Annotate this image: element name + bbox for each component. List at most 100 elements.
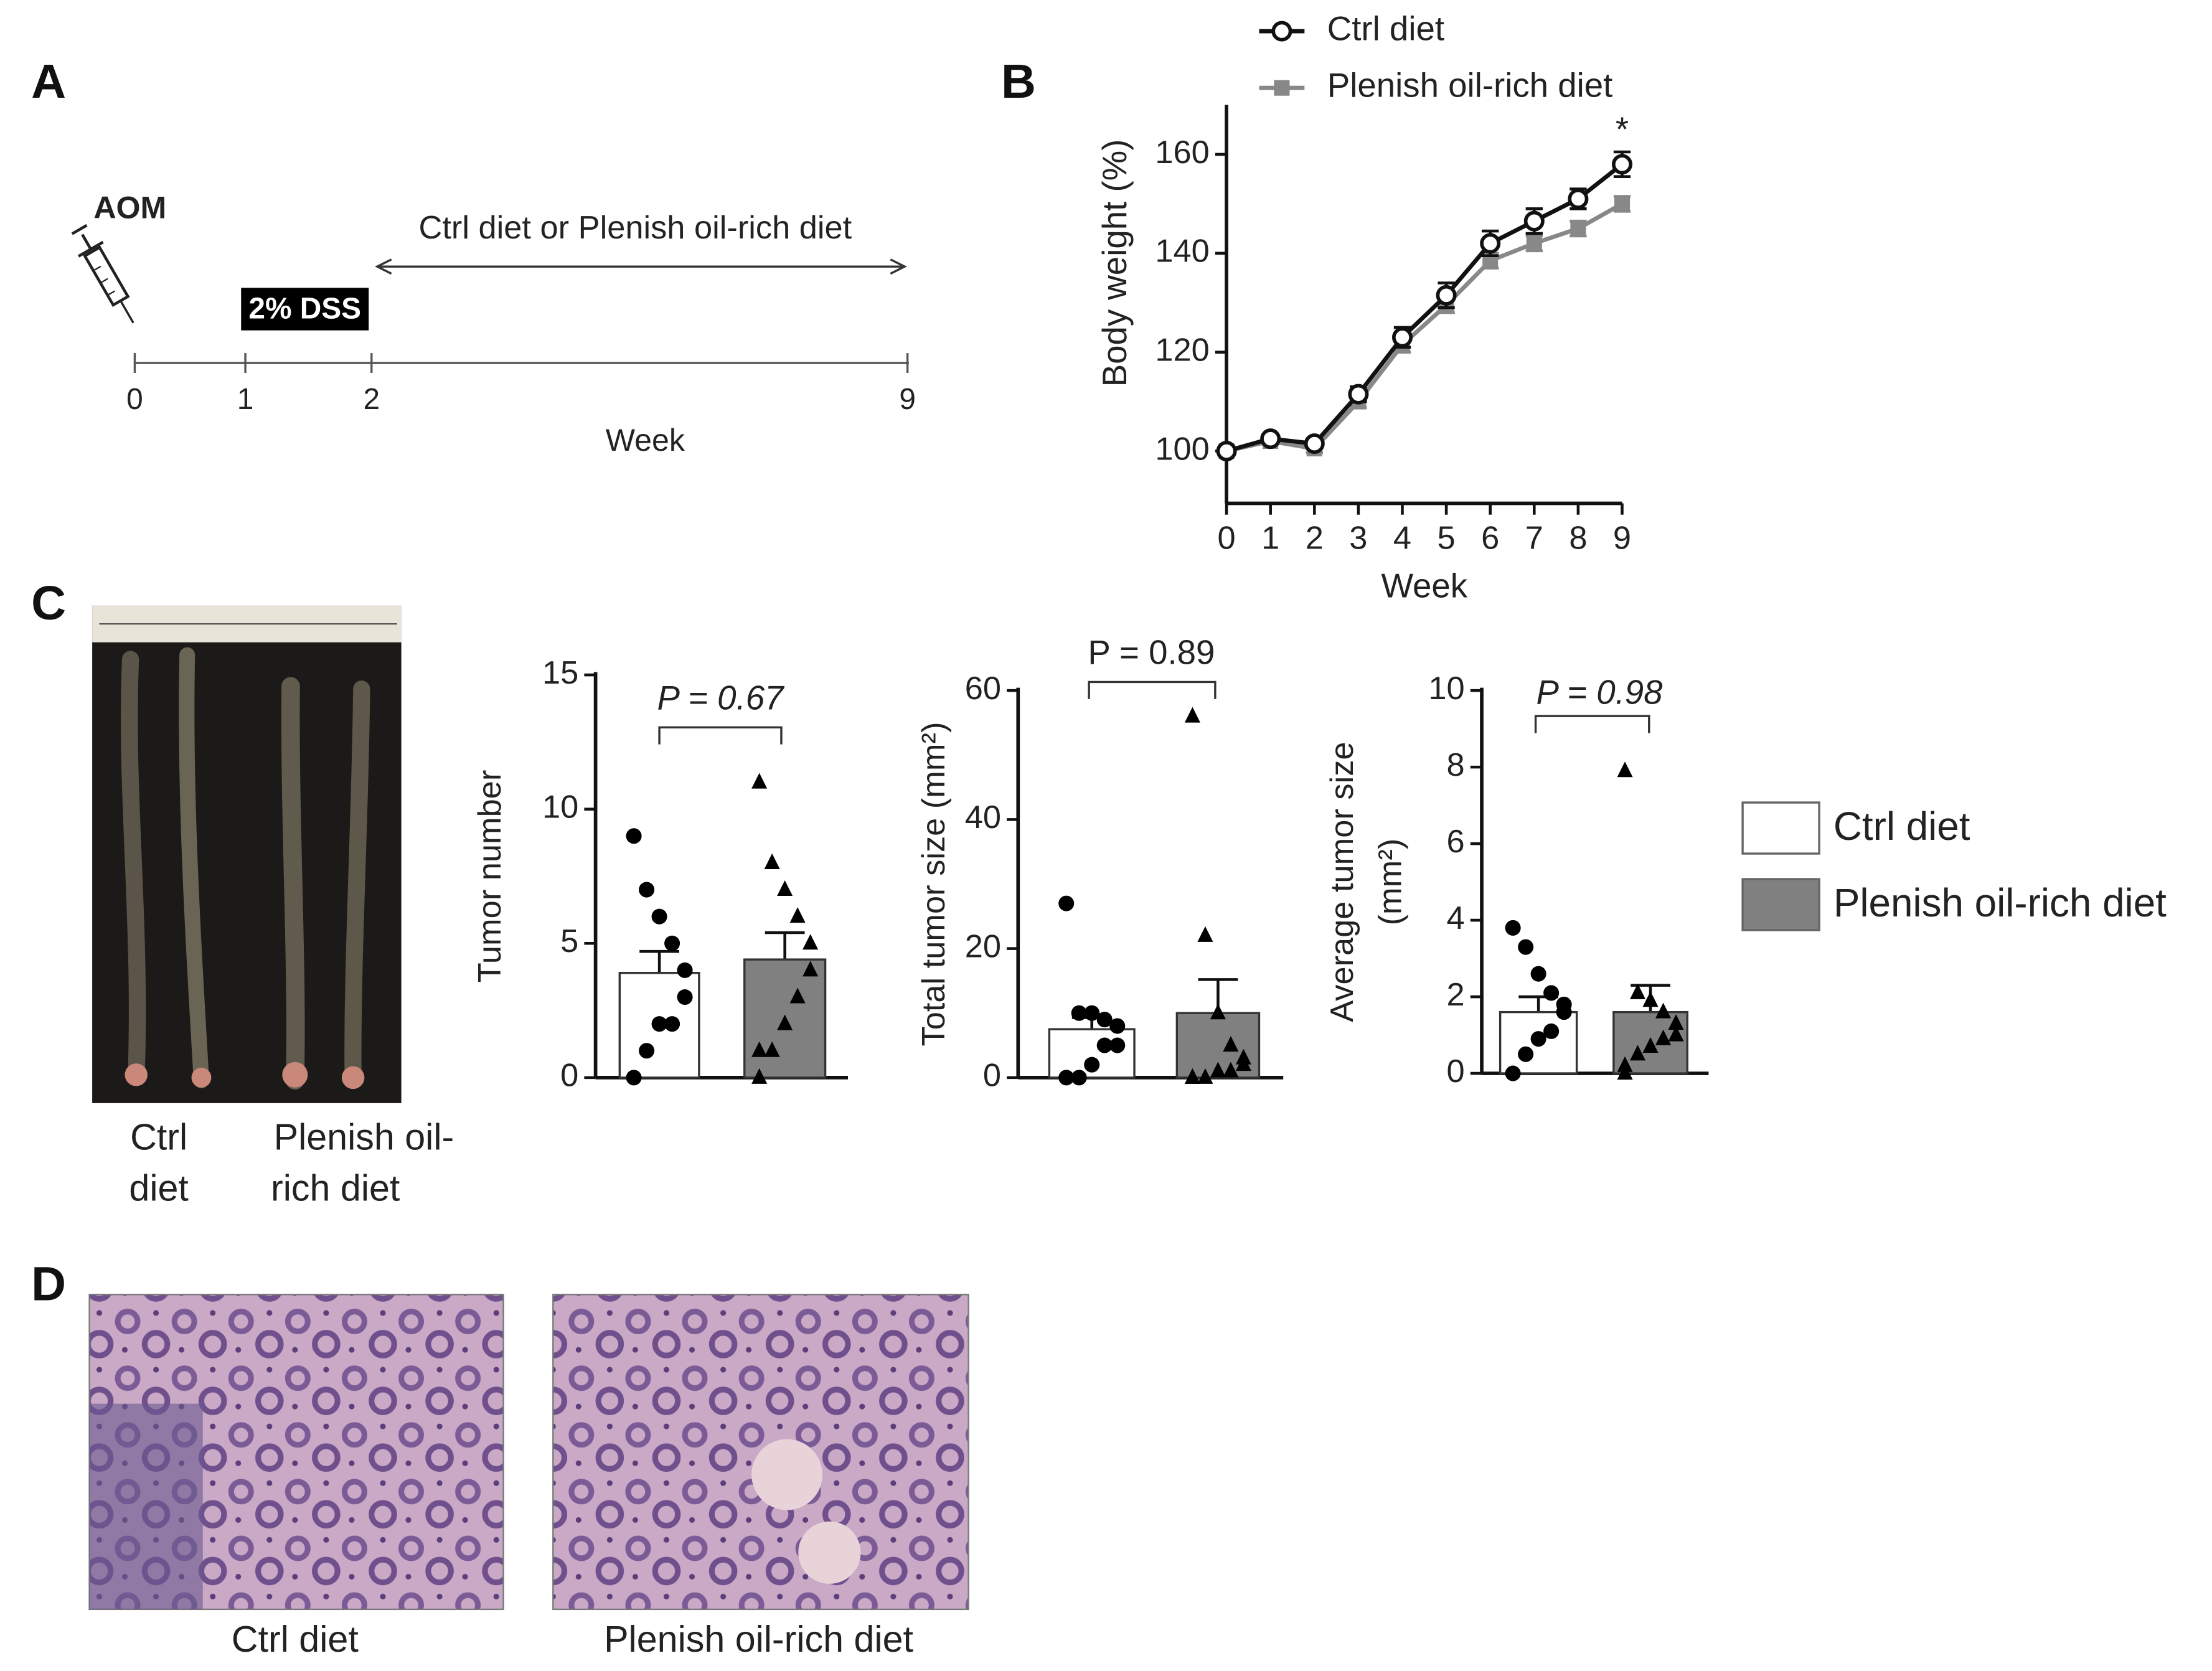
x-tick-label: 4 bbox=[1393, 520, 1411, 557]
data-point bbox=[789, 907, 806, 923]
colon-photo bbox=[92, 605, 402, 1103]
data-point bbox=[1480, 233, 1501, 254]
panel-letter: A bbox=[31, 55, 66, 108]
data-point bbox=[1614, 195, 1631, 212]
y-axis-label: Total tumor size (mm²) bbox=[916, 722, 952, 1047]
data-point bbox=[1505, 920, 1521, 936]
data-point bbox=[1197, 1068, 1213, 1084]
data-point bbox=[1642, 991, 1659, 1007]
bracket bbox=[1534, 715, 1650, 733]
timeline-week: 1 bbox=[237, 383, 254, 416]
data-point bbox=[1210, 1061, 1226, 1078]
bracket bbox=[1088, 680, 1217, 699]
data-point bbox=[664, 935, 680, 951]
data-point bbox=[1216, 441, 1237, 462]
x-axis-label: Week bbox=[1381, 567, 1467, 605]
legend-label: Plenish oil-rich diet bbox=[1833, 880, 2167, 925]
y-axis-label: Average tumor size bbox=[1324, 741, 1360, 1022]
agent-label: AOM bbox=[93, 190, 166, 225]
error-bar bbox=[765, 931, 805, 960]
error-bar bbox=[639, 949, 679, 973]
y-tick-label: 15 bbox=[542, 655, 578, 691]
legend-marker bbox=[1271, 21, 1292, 42]
x-tick-label: 7 bbox=[1525, 520, 1543, 557]
data-point bbox=[626, 1070, 642, 1086]
series-line bbox=[1226, 162, 1624, 453]
legend-marker bbox=[1274, 80, 1290, 96]
y-tick-label: 8 bbox=[1447, 747, 1465, 783]
y-tick-label: 140 bbox=[1155, 233, 1209, 270]
data-point bbox=[1523, 210, 1545, 232]
data-point bbox=[1568, 188, 1589, 209]
y-tick-label: 0 bbox=[1447, 1053, 1465, 1090]
data-point bbox=[789, 987, 806, 1004]
data-point bbox=[1071, 1005, 1087, 1021]
data-point bbox=[1630, 983, 1646, 999]
data-point bbox=[1235, 1055, 1251, 1071]
data-point bbox=[677, 962, 693, 978]
y-tick-label: 160 bbox=[1155, 134, 1209, 171]
panel-letter: D bbox=[31, 1257, 66, 1311]
data-point bbox=[751, 1041, 768, 1057]
legend-label: Ctrl diet bbox=[1327, 10, 1444, 48]
x-tick-label: 5 bbox=[1438, 520, 1456, 557]
data-point bbox=[1223, 1061, 1239, 1078]
data-point bbox=[1109, 1037, 1126, 1053]
y-tick-label: 120 bbox=[1155, 332, 1209, 369]
data-point bbox=[1391, 327, 1413, 348]
data-point bbox=[764, 853, 780, 869]
data-point bbox=[1436, 285, 1457, 306]
x-tick-label: 0 bbox=[1218, 520, 1236, 557]
y-tick-label: 10 bbox=[1428, 671, 1464, 707]
data-point bbox=[802, 961, 819, 977]
data-point bbox=[777, 880, 793, 897]
data-point bbox=[1096, 1037, 1113, 1053]
data-point bbox=[1505, 1065, 1521, 1081]
data-point bbox=[1260, 428, 1281, 450]
legend-label: Plenish oil-rich diet bbox=[1327, 67, 1613, 105]
bracket bbox=[658, 726, 783, 745]
y-tick-label: 2 bbox=[1447, 977, 1465, 1013]
data-point bbox=[751, 1068, 768, 1084]
data-point bbox=[1668, 1014, 1684, 1030]
histology-region bbox=[751, 1439, 823, 1510]
y-tick-label: 100 bbox=[1155, 431, 1209, 467]
diet-label: Ctrl diet or Plenish oil-rich diet bbox=[419, 210, 852, 246]
data-point bbox=[664, 1016, 680, 1032]
data-point bbox=[777, 1014, 793, 1030]
data-point bbox=[1096, 1012, 1113, 1028]
data-point bbox=[639, 882, 655, 898]
data-point bbox=[1526, 235, 1542, 252]
data-point bbox=[1084, 1057, 1100, 1073]
data-point bbox=[764, 1041, 780, 1057]
panel-letter: C bbox=[31, 577, 66, 630]
annotation: P = 0.89 bbox=[1088, 634, 1215, 672]
y-tick-label: 10 bbox=[542, 789, 578, 826]
y-tick-label: 4 bbox=[1447, 900, 1465, 936]
histology-region bbox=[89, 1403, 203, 1609]
photo-caption: diet bbox=[129, 1167, 189, 1209]
data-point bbox=[1543, 985, 1560, 1001]
x-tick-label: 6 bbox=[1481, 520, 1499, 557]
x-tick-label: 3 bbox=[1349, 520, 1367, 557]
data-point bbox=[1530, 966, 1546, 982]
timeline-week: 2 bbox=[363, 383, 380, 416]
annotation: * bbox=[1616, 110, 1629, 148]
data-point bbox=[1518, 1046, 1534, 1062]
legend-swatch bbox=[1741, 878, 1820, 931]
annotation: P = 0.67 bbox=[657, 679, 786, 717]
data-point bbox=[1617, 761, 1633, 778]
y-tick-label: 0 bbox=[983, 1058, 1001, 1094]
data-point bbox=[1184, 1068, 1200, 1084]
y-tick-label: 5 bbox=[560, 923, 578, 959]
syringe-icon bbox=[71, 224, 134, 324]
y-axis-label: Tumor number bbox=[472, 770, 508, 983]
data-point bbox=[1109, 1018, 1126, 1034]
y-axis-label: (mm²) bbox=[1372, 839, 1408, 926]
data-point bbox=[802, 934, 819, 950]
y-tick-label: 6 bbox=[1447, 824, 1465, 860]
arrow-heads bbox=[375, 258, 907, 275]
data-point bbox=[651, 908, 667, 925]
treatment-label: 2% DSS bbox=[248, 292, 361, 325]
data-point bbox=[626, 828, 642, 844]
